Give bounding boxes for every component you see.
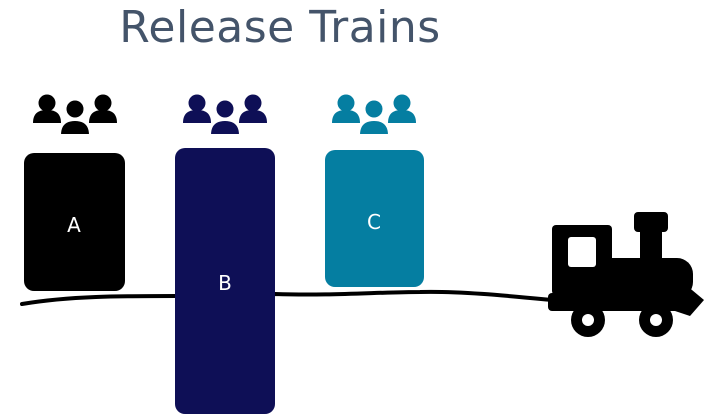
locomotive-icon [548,212,704,337]
team-label-b: B [218,271,232,295]
team-icon-c [332,94,416,136]
team-label-c: C [367,210,381,234]
team-block-b [175,148,275,414]
team-icon-a [33,94,117,136]
track-line [20,289,554,306]
team-block-c [325,150,424,287]
team-icon-b [183,94,267,136]
team-label-a: A [67,213,81,237]
slide-title: Release Trains [119,2,441,53]
team-block-a [24,153,125,291]
